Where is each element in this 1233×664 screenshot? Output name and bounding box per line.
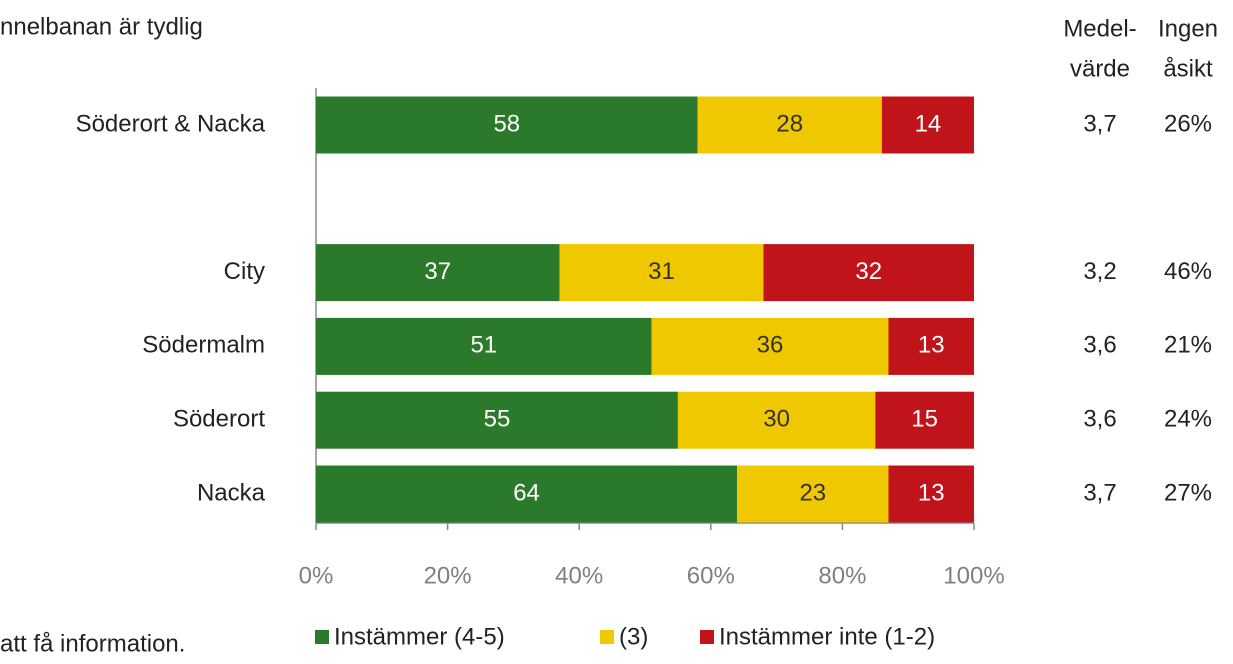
category-label: Nacka <box>197 479 266 506</box>
column-header: Ingen <box>1158 15 1218 42</box>
bar-segment <box>316 391 678 449</box>
x-tick-label: 100% <box>943 562 1004 589</box>
bar-segment <box>881 96 974 154</box>
legend-swatch <box>600 630 614 644</box>
category-label: City <box>224 258 265 285</box>
column-value: 26% <box>1164 110 1212 137</box>
column-value: 3,6 <box>1083 332 1116 359</box>
data-label: 58 <box>493 110 520 137</box>
column-value: 3,7 <box>1083 479 1116 506</box>
bar-segment <box>763 244 974 302</box>
x-tick-label: 60% <box>687 562 735 589</box>
column-value: 3,2 <box>1083 258 1116 285</box>
data-label: 36 <box>757 332 784 359</box>
x-tick-label: 20% <box>424 562 472 589</box>
column-value: 27% <box>1164 479 1212 506</box>
data-label: 51 <box>470 332 497 359</box>
data-label: 14 <box>915 110 942 137</box>
x-tick-label: 80% <box>818 562 866 589</box>
bar-segment <box>316 96 698 154</box>
data-label: 31 <box>648 258 675 285</box>
bar-segment <box>697 96 882 154</box>
x-tick-label: 40% <box>555 562 603 589</box>
bar-segment <box>888 317 974 375</box>
bar-segment <box>316 465 738 523</box>
column-header: värde <box>1070 55 1130 82</box>
column-value: 21% <box>1164 332 1212 359</box>
data-label: 37 <box>424 258 451 285</box>
legend-label: Instämmer (4-5) <box>334 623 505 650</box>
x-tick-label: 0% <box>299 562 334 589</box>
column-value: 3,7 <box>1083 110 1116 137</box>
legend-swatch <box>700 630 714 644</box>
bar-segment <box>316 244 560 302</box>
bar-segment <box>888 465 974 523</box>
data-label: 13 <box>918 479 945 506</box>
category-label: Söderort <box>173 406 265 433</box>
bar-segment <box>651 317 889 375</box>
legend-swatch <box>315 630 329 644</box>
chart-title: nnelbanan är tydlig <box>0 13 203 40</box>
legend-label: Instämmer inte (1-2) <box>719 623 935 650</box>
column-value: 24% <box>1164 406 1212 433</box>
bar-segment <box>677 391 876 449</box>
data-label: 64 <box>513 479 540 506</box>
category-label: Södermalm <box>142 332 265 359</box>
data-label: 55 <box>484 406 511 433</box>
data-label: 32 <box>855 258 882 285</box>
column-header: Medel- <box>1063 15 1136 42</box>
bar-segment <box>559 244 764 302</box>
bar-segment <box>316 317 652 375</box>
column-value: 46% <box>1164 258 1212 285</box>
data-label: 28 <box>776 110 803 137</box>
category-label: Söderort & Nacka <box>76 110 266 137</box>
bar-segment <box>875 391 974 449</box>
data-label: 15 <box>911 406 938 433</box>
footnote: att få information. <box>0 630 185 657</box>
column-header: åsikt <box>1163 55 1213 82</box>
data-label: 23 <box>799 479 826 506</box>
bar-segment <box>737 465 889 523</box>
data-label: 30 <box>763 406 790 433</box>
data-label: 13 <box>918 332 945 359</box>
legend-label: (3) <box>619 623 648 650</box>
column-value: 3,6 <box>1083 406 1116 433</box>
